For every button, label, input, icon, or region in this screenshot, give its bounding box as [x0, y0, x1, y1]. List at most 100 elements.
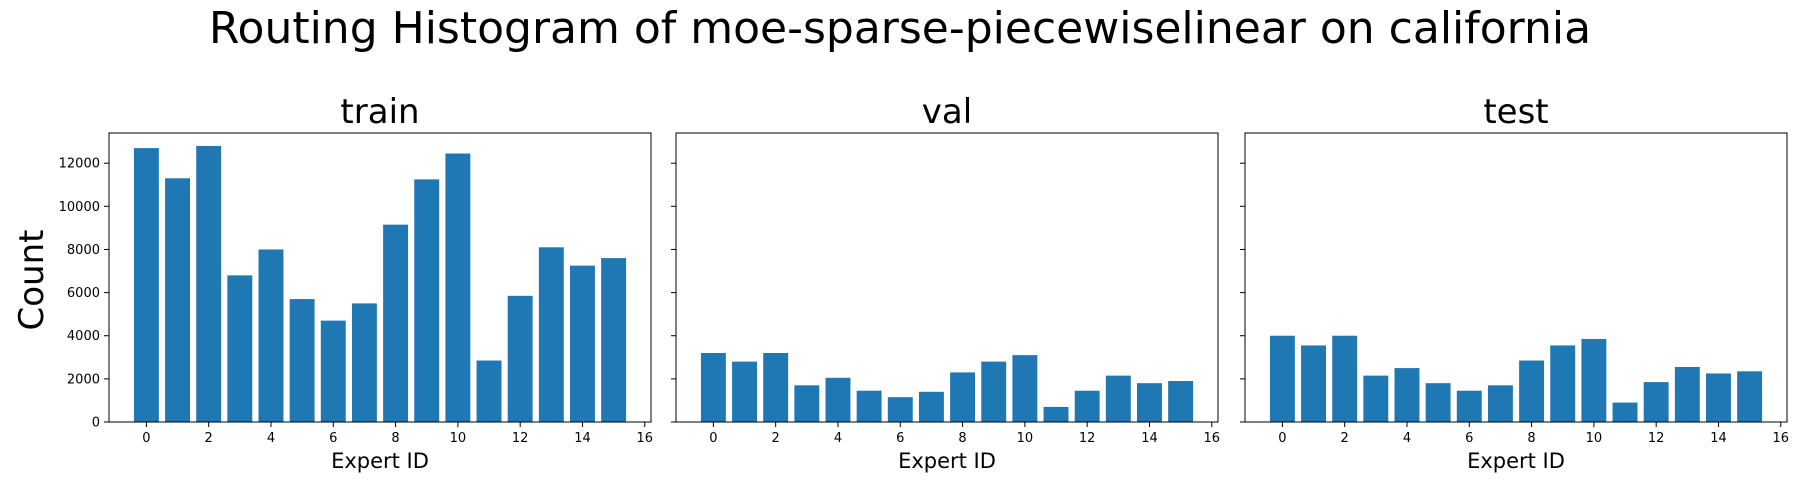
bar-expert-12	[1074, 390, 1100, 422]
bar-expert-2	[763, 352, 789, 422]
x-axis: 0 2 4 6 8 10 12 14 16	[142, 422, 653, 446]
x-tick-label: 2	[1341, 431, 1349, 446]
panel-title: train	[340, 92, 419, 132]
x-tick-label: 12	[1648, 431, 1665, 446]
bar-expert-8	[1519, 360, 1545, 422]
bar-expert-11	[476, 360, 502, 422]
bar-expert-12	[1643, 382, 1669, 422]
plot-area-frame	[675, 132, 1219, 423]
x-tick-label: 16	[636, 431, 653, 446]
bar-expert-2	[196, 145, 222, 422]
bar-series	[133, 145, 627, 422]
bar-expert-10	[445, 153, 471, 422]
bar-expert-5	[289, 299, 315, 422]
panel-test: test 0 2 4 6 8 10 12 14 16 Expert ID	[1240, 92, 1789, 473]
bar-expert-15	[1168, 381, 1194, 422]
bar-series	[1269, 335, 1763, 422]
y-axis-label: Count	[12, 230, 52, 331]
y-tick-label: 10000	[59, 200, 100, 215]
x-axis: 0 2 4 6 8 10 12 14 16	[1278, 422, 1789, 446]
bar-expert-10	[1012, 355, 1038, 422]
bar-expert-1	[165, 178, 190, 422]
bar-expert-3	[794, 385, 820, 422]
x-tick-label: 8	[958, 431, 966, 446]
bar-expert-5	[856, 390, 882, 422]
bar-expert-6	[320, 320, 346, 422]
x-tick-label: 4	[834, 431, 842, 446]
bar-expert-1	[1301, 345, 1326, 422]
y-tick-label: 2000	[67, 372, 100, 387]
bar-expert-8	[950, 372, 976, 422]
x-tick-label: 0	[709, 431, 717, 446]
x-tick-label: 4	[267, 431, 275, 446]
bar-expert-5	[1425, 383, 1451, 422]
bar-expert-0	[700, 352, 726, 422]
bar-expert-9	[1550, 345, 1576, 422]
x-tick-label: 4	[1403, 431, 1411, 446]
bar-expert-13	[1674, 367, 1700, 422]
x-axis-label: Expert ID	[331, 449, 429, 473]
x-tick-label: 10	[1586, 431, 1603, 446]
x-tick-label: 0	[142, 431, 150, 446]
bar-expert-7	[351, 303, 377, 422]
bar-expert-12	[507, 295, 533, 422]
y-tick-label: 6000	[67, 286, 100, 301]
x-tick-label: 10	[450, 431, 467, 446]
y-tick-label: 0	[92, 416, 100, 431]
y-axis	[671, 162, 676, 423]
x-axis-label: Expert ID	[898, 449, 996, 473]
x-tick-label: 10	[1017, 431, 1034, 446]
plot-area-frame	[108, 132, 652, 423]
bar-expert-4	[1394, 368, 1420, 422]
x-axis-label: Expert ID	[1467, 449, 1565, 473]
y-tick-label: 4000	[67, 329, 100, 344]
x-tick-label: 14	[1141, 431, 1158, 446]
panel-val: val 0 2 4 6 8 10 12 14 16 Expert ID	[671, 92, 1220, 473]
bar-expert-1	[732, 361, 757, 422]
y-tick-label: 8000	[67, 243, 100, 258]
bar-expert-0	[133, 148, 159, 422]
bar-series	[700, 352, 1194, 422]
bar-expert-9	[981, 361, 1007, 422]
bar-expert-10	[1581, 338, 1607, 422]
bar-expert-2	[1332, 335, 1358, 422]
bar-expert-6	[1456, 390, 1482, 422]
x-tick-label: 16	[1203, 431, 1220, 446]
panel-train: train 0 2 4 6 8 10 12 14 16 Expert ID 0 2000 4000 6000…	[59, 92, 653, 473]
x-axis: 0 2 4 6 8 10 12 14 16	[709, 422, 1220, 446]
x-tick-label: 6	[329, 431, 337, 446]
bar-expert-14	[570, 265, 595, 422]
bar-expert-14	[1137, 383, 1162, 422]
x-tick-label: 6	[896, 431, 904, 446]
y-tick-label: 12000	[59, 157, 100, 172]
x-tick-label: 6	[1465, 431, 1473, 446]
x-tick-label: 8	[391, 431, 399, 446]
bar-expert-14	[1706, 373, 1731, 422]
bar-expert-15	[1737, 371, 1763, 422]
bar-expert-3	[227, 275, 253, 422]
bar-expert-8	[383, 224, 409, 422]
bar-expert-0	[1269, 335, 1295, 422]
bar-expert-4	[825, 377, 851, 422]
x-tick-label: 2	[772, 431, 780, 446]
x-tick-label: 0	[1278, 431, 1286, 446]
y-axis: 0 2000 4000 6000 8000 10000 12000	[59, 157, 109, 431]
bar-expert-7	[1487, 385, 1513, 422]
x-tick-label: 12	[512, 431, 529, 446]
bar-expert-13	[538, 247, 564, 422]
bar-expert-13	[1105, 375, 1131, 422]
x-tick-label: 16	[1772, 431, 1789, 446]
bar-expert-15	[601, 258, 627, 422]
x-tick-label: 12	[1079, 431, 1096, 446]
figure-title: Routing Histogram of moe-sparse-piecewis…	[209, 3, 1591, 54]
panel-title: val	[922, 92, 972, 132]
bar-expert-6	[887, 397, 913, 422]
y-axis	[1240, 162, 1245, 423]
x-tick-label: 8	[1527, 431, 1535, 446]
bar-expert-4	[258, 249, 284, 422]
bar-expert-11	[1043, 406, 1069, 422]
panel-title: test	[1483, 92, 1548, 132]
x-tick-label: 14	[574, 431, 591, 446]
